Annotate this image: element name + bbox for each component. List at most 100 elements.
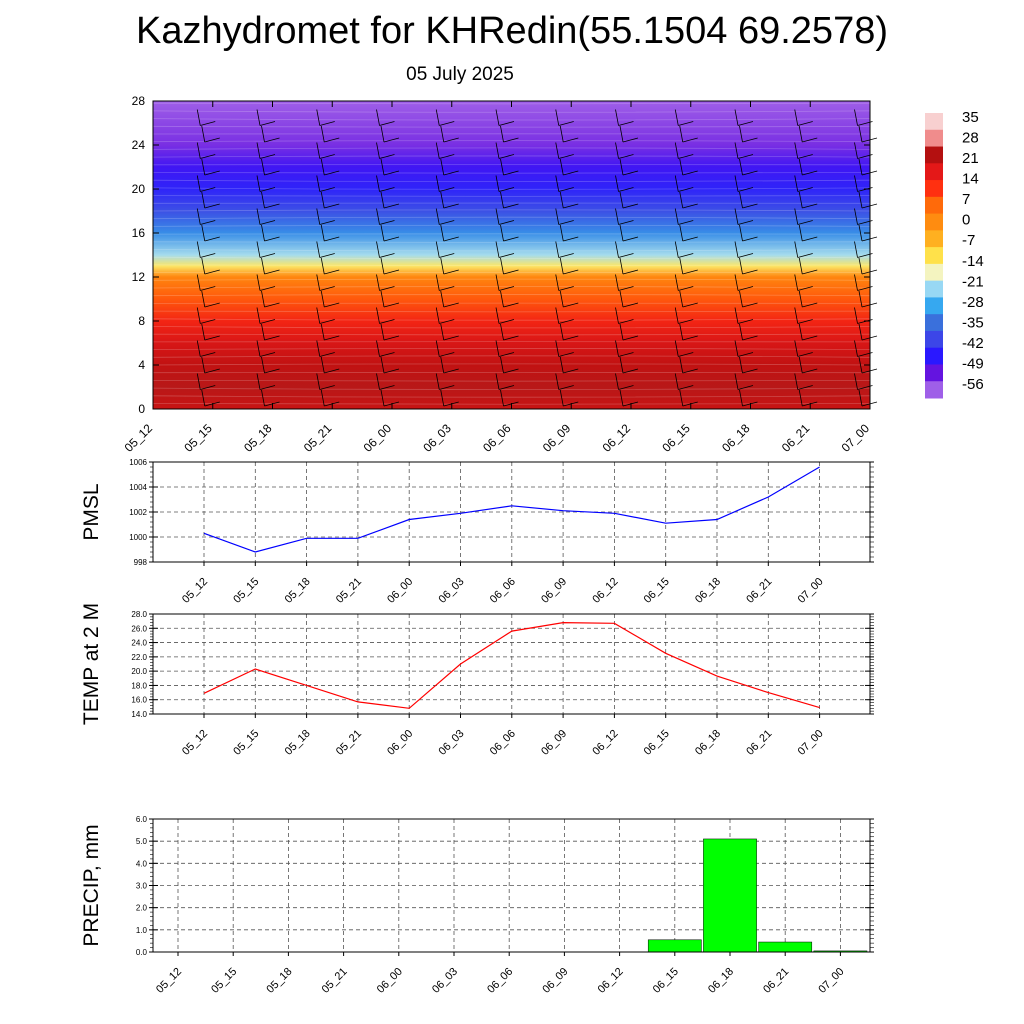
wind-barb-flag — [383, 335, 400, 341]
wind-barb — [739, 290, 743, 308]
wind-barb-flag — [797, 385, 813, 390]
wind-barb-flag — [379, 187, 395, 192]
wind-barb-flag — [324, 170, 340, 176]
wind-barb-flag — [682, 269, 698, 275]
wind-barb — [380, 158, 385, 176]
wind-barb — [734, 142, 739, 159]
wind-barb — [256, 142, 261, 159]
wind-barb-flag — [204, 302, 220, 308]
contour-line — [152, 224, 871, 227]
y-tick-label: 24 — [132, 138, 146, 152]
wind-barb-flag — [678, 286, 694, 291]
wind-barb — [201, 389, 206, 407]
x-tick-label: 06_21 — [744, 576, 774, 606]
wind-barb-flag — [259, 253, 276, 258]
x-tick-label: 06_03 — [437, 728, 467, 758]
contour-line — [152, 118, 871, 121]
wind-barb-flag — [622, 335, 639, 341]
wind-barb-flag — [383, 236, 400, 242]
x-tick-label: 06_15 — [651, 966, 681, 996]
x-tick-label: 05_12 — [180, 728, 210, 758]
wind-barb — [316, 307, 321, 324]
colorbar-swatch — [925, 146, 943, 164]
wind-barb — [495, 241, 500, 258]
wind-barb-flag — [383, 368, 400, 374]
wind-barb-flag — [797, 154, 813, 159]
wind-barb-flag — [498, 286, 515, 291]
wind-barb — [734, 109, 739, 126]
colorbar-label: -28 — [962, 294, 984, 311]
wind-barb-flag — [563, 236, 579, 242]
x-tick-label: 06_09 — [539, 728, 569, 758]
x-tick-label: 06_06 — [485, 966, 515, 996]
wind-barb — [495, 274, 500, 291]
wind-barb-flag — [259, 286, 276, 291]
wind-barb — [261, 323, 265, 341]
wind-barb — [380, 290, 385, 308]
y-axis-label: TEMP at 2 M — [80, 603, 103, 725]
wind-barb — [435, 307, 440, 324]
y-tick-label: 16.0 — [131, 696, 147, 705]
chart-title: Kazhydromet for KHRedin(55.1504 69.2578) — [135, 10, 888, 52]
x-tick-label: 06_00 — [385, 728, 415, 758]
wind-barb — [196, 274, 201, 291]
wind-barb-flag — [439, 385, 455, 390]
colorbar-label: -21 — [962, 273, 984, 290]
wind-barb — [495, 307, 500, 324]
wind-barb — [261, 191, 265, 209]
x-tick-label: 05_18 — [241, 421, 275, 455]
y-axis-label: PMSL — [80, 483, 103, 540]
wind-barb — [380, 191, 385, 209]
wind-barb-flag — [379, 286, 395, 291]
x-tick-label: 06_12 — [590, 576, 620, 606]
wind-barb-flag — [259, 319, 276, 324]
colorbar-label: 7 — [962, 191, 970, 208]
wind-barb — [615, 307, 619, 324]
colorbar-label: 0 — [962, 212, 970, 229]
wind-barb-flag — [678, 154, 694, 159]
y-tick-label: 0.0 — [136, 948, 148, 957]
wind-barb — [734, 274, 739, 291]
wind-barb-flag — [678, 220, 694, 225]
wind-barb — [858, 389, 863, 407]
wind-barb — [320, 290, 325, 308]
wind-barb — [794, 307, 799, 324]
contour-line — [152, 380, 871, 382]
x-tick-label: 06_18 — [693, 728, 723, 758]
wind-barb-flag — [558, 121, 574, 126]
wind-barb-flag — [443, 368, 459, 374]
wind-barb — [619, 356, 624, 374]
wind-barb — [559, 356, 564, 374]
wind-barb-flag — [498, 121, 515, 126]
wind-barb — [376, 175, 380, 192]
wind-barb-flag — [204, 170, 220, 176]
colorbar-swatch — [925, 263, 943, 282]
wind-barb-flag — [200, 154, 216, 159]
wind-barb-flag — [742, 335, 758, 341]
wind-barb — [674, 175, 679, 192]
colorbar-swatch — [925, 230, 943, 248]
wind-barb-flag — [558, 319, 574, 324]
wind-barb-flag — [737, 253, 754, 258]
wind-barb — [619, 224, 624, 242]
wind-barb-flag — [204, 269, 220, 275]
wind-barb-flag — [498, 220, 515, 225]
wind-barb — [674, 241, 679, 258]
wind-barb — [674, 340, 679, 357]
colorbar-swatch — [925, 364, 943, 382]
wind-barb — [500, 158, 504, 176]
colorbar-swatch — [925, 247, 943, 265]
wind-barb — [320, 323, 325, 341]
wind-barb — [256, 340, 261, 357]
wind-barb — [201, 356, 206, 374]
wind-barb — [376, 340, 380, 357]
wind-barb — [734, 373, 739, 390]
contour-line — [152, 140, 871, 143]
wind-barb-flag — [319, 154, 335, 159]
wind-barb — [261, 125, 265, 143]
wind-barb-flag — [737, 385, 754, 390]
wind-barb — [739, 257, 743, 275]
wind-barb-flag — [563, 368, 579, 374]
y-tick-label: 20.0 — [131, 667, 147, 676]
wind-barb — [734, 241, 739, 258]
